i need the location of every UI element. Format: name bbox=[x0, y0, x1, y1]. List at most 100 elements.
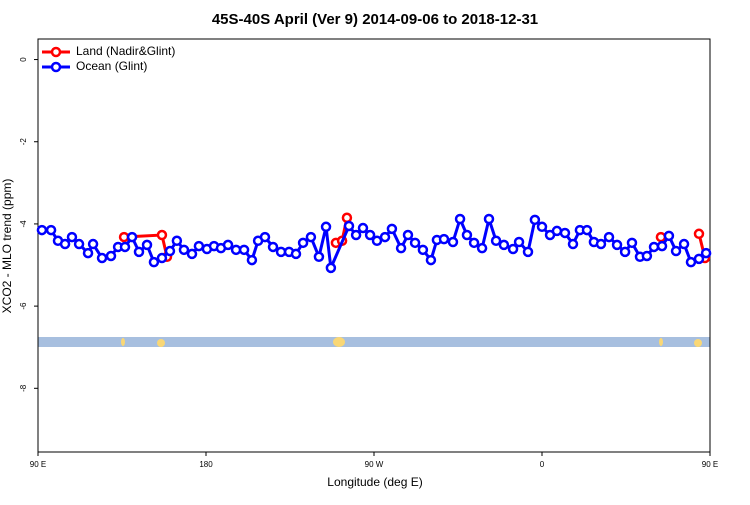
point bbox=[313, 251, 325, 263]
point bbox=[133, 246, 145, 258]
point bbox=[438, 233, 450, 245]
x-tick-label: 180 bbox=[199, 460, 213, 469]
point bbox=[105, 250, 117, 262]
point bbox=[357, 222, 369, 234]
point bbox=[379, 231, 391, 243]
point bbox=[171, 235, 183, 247]
land-strip bbox=[38, 337, 710, 347]
point bbox=[559, 227, 571, 239]
point bbox=[468, 237, 480, 249]
point bbox=[641, 250, 653, 262]
point bbox=[693, 228, 705, 240]
series bbox=[36, 213, 712, 274]
point bbox=[648, 241, 660, 253]
point bbox=[267, 241, 279, 253]
point bbox=[603, 231, 615, 243]
point bbox=[567, 238, 579, 250]
point bbox=[663, 230, 675, 242]
y-tick-label: -4 bbox=[19, 220, 28, 228]
point bbox=[395, 242, 407, 254]
point bbox=[656, 240, 668, 252]
point bbox=[156, 229, 168, 241]
point bbox=[483, 213, 495, 225]
x-tick-label: 90 E bbox=[30, 460, 46, 469]
point bbox=[425, 254, 437, 266]
point bbox=[626, 237, 638, 249]
point bbox=[343, 220, 355, 232]
point bbox=[529, 214, 541, 226]
point bbox=[186, 248, 198, 260]
land-blob bbox=[694, 339, 702, 347]
y-tick-label: -8 bbox=[19, 384, 28, 392]
point bbox=[417, 244, 429, 256]
point bbox=[59, 238, 71, 250]
point bbox=[490, 235, 502, 247]
point bbox=[402, 229, 414, 241]
point bbox=[581, 224, 593, 236]
point bbox=[119, 241, 131, 253]
point bbox=[87, 238, 99, 250]
point bbox=[305, 231, 317, 243]
point bbox=[447, 236, 459, 248]
point bbox=[73, 238, 85, 250]
point bbox=[126, 231, 138, 243]
point bbox=[693, 253, 705, 265]
point bbox=[66, 231, 78, 243]
y-tick-label: -6 bbox=[19, 302, 28, 310]
point bbox=[409, 237, 421, 249]
point bbox=[386, 223, 398, 235]
point bbox=[148, 256, 160, 268]
point bbox=[259, 231, 271, 243]
point bbox=[507, 243, 519, 255]
legend-label: Ocean (Glint) bbox=[76, 59, 147, 73]
legend-label: Land (Nadir&Glint) bbox=[76, 44, 175, 58]
point bbox=[297, 237, 309, 249]
point bbox=[36, 224, 48, 236]
point bbox=[551, 225, 563, 237]
land-blob bbox=[121, 338, 125, 346]
point bbox=[45, 224, 57, 236]
chart-title: 45S-40S April (Ver 9) 2014-09-06 to 2018… bbox=[212, 11, 538, 28]
point bbox=[325, 262, 337, 274]
point bbox=[595, 238, 607, 250]
legend-marker bbox=[50, 61, 62, 73]
legend-marker bbox=[50, 46, 62, 58]
x-tick-label: 90 E bbox=[702, 460, 718, 469]
point bbox=[364, 229, 376, 241]
point bbox=[522, 246, 534, 258]
point bbox=[371, 235, 383, 247]
point bbox=[655, 231, 667, 243]
point bbox=[461, 229, 473, 241]
y-tick-label: -2 bbox=[19, 138, 28, 146]
strip bbox=[38, 337, 710, 347]
point bbox=[290, 248, 302, 260]
x-tick-label: 90 W bbox=[365, 460, 384, 469]
point bbox=[222, 239, 234, 251]
point bbox=[320, 221, 332, 233]
point bbox=[178, 244, 190, 256]
point bbox=[164, 245, 176, 257]
point bbox=[141, 239, 153, 251]
land-blob bbox=[157, 339, 165, 347]
x-axis-label: Longitude (deg E) bbox=[327, 475, 422, 489]
point bbox=[498, 239, 510, 251]
point bbox=[156, 252, 168, 264]
point bbox=[678, 238, 690, 250]
point bbox=[82, 247, 94, 259]
point bbox=[341, 212, 353, 224]
point bbox=[246, 254, 258, 266]
point bbox=[619, 246, 631, 258]
point bbox=[536, 221, 548, 233]
point bbox=[611, 239, 623, 251]
y-tick-label: 0 bbox=[19, 57, 28, 62]
point bbox=[513, 236, 525, 248]
land-blob bbox=[659, 338, 663, 346]
point bbox=[96, 252, 108, 264]
point bbox=[476, 242, 488, 254]
point bbox=[350, 229, 362, 241]
land-blob bbox=[333, 337, 345, 347]
x-tick-label: 0 bbox=[540, 460, 545, 469]
point bbox=[670, 245, 682, 257]
point bbox=[700, 247, 712, 259]
